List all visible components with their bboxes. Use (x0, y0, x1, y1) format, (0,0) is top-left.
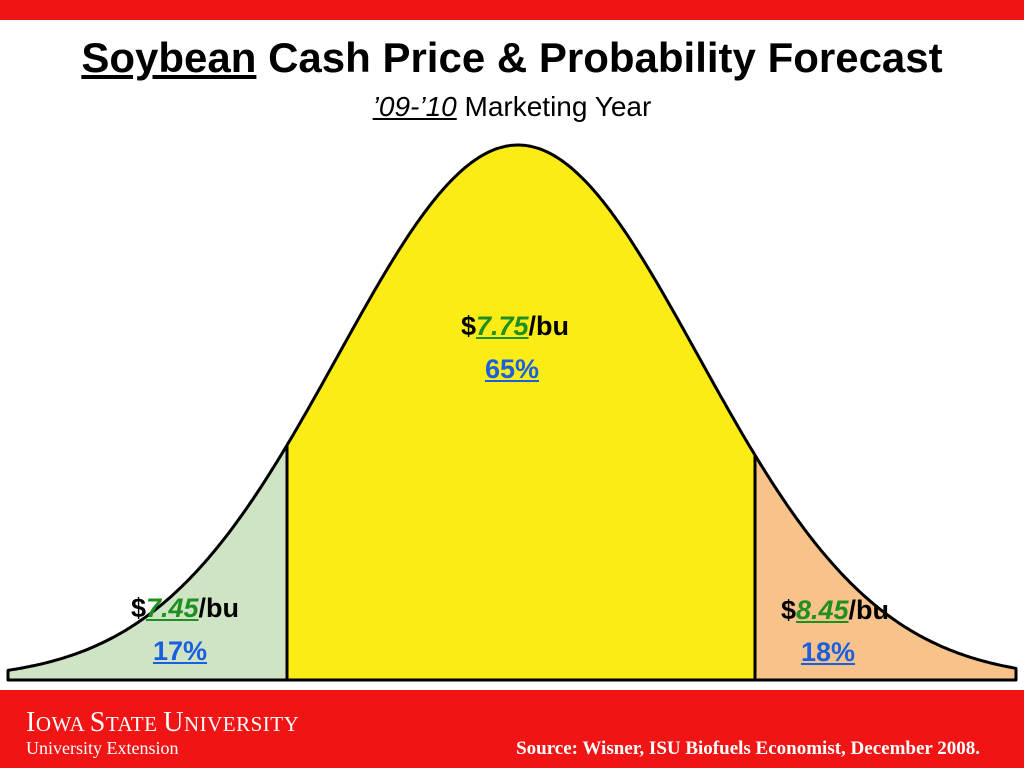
title-commodity: Soybean (81, 34, 257, 81)
title-rest: Cash Price & Probability Forecast (256, 34, 943, 81)
price-unit: /bu (848, 595, 890, 625)
logo-smallcaps: OWA (35, 712, 90, 736)
probability-label-high: 18% (800, 637, 856, 667)
region-high-price (753, 453, 1018, 682)
price-label-high: $8.45/bu (750, 594, 920, 626)
extension-label: University Extension (26, 738, 179, 758)
subtitle-rest: Marketing Year (456, 91, 652, 122)
footer-bar (0, 690, 1024, 768)
logo-letter: I (26, 707, 36, 738)
source-note: Source: Wisner, ISU Biofuels Economist, … (516, 738, 980, 759)
price-prefix: $ (780, 595, 796, 625)
probability-label-mid: 65% (484, 354, 540, 384)
region-low-price (6, 443, 289, 682)
price-unit: /bu (528, 311, 570, 341)
price-prefix: $ (460, 311, 476, 341)
price-value: 7.45 (145, 593, 199, 623)
logo-letter: U (163, 707, 184, 738)
price-prefix: $ (130, 593, 146, 623)
logo-smallcaps: TATE (105, 712, 164, 736)
price-label-mid: $7.75/bu (420, 310, 610, 342)
university-logo: IOWA STATE UNIVERSITY (26, 708, 299, 739)
price-value: 8.45 (795, 595, 849, 625)
logo-letter: S (89, 707, 106, 738)
price-label-low: $7.45/bu (100, 592, 270, 624)
top-red-bar (0, 0, 1024, 20)
page-title: Soybean Cash Price & Probability Forecas… (0, 34, 1024, 82)
price-value: 7.75 (475, 311, 529, 341)
bell-curve-chart (6, 143, 1018, 682)
probability-label-low: 17% (152, 636, 208, 666)
logo-smallcaps: NIVERSITY (183, 712, 300, 736)
region-mid-price (285, 143, 757, 682)
price-unit: /bu (198, 593, 240, 623)
subtitle-year: ’09-’10 (372, 91, 457, 122)
page-subtitle: ’09-’10 Marketing Year (0, 90, 1024, 124)
